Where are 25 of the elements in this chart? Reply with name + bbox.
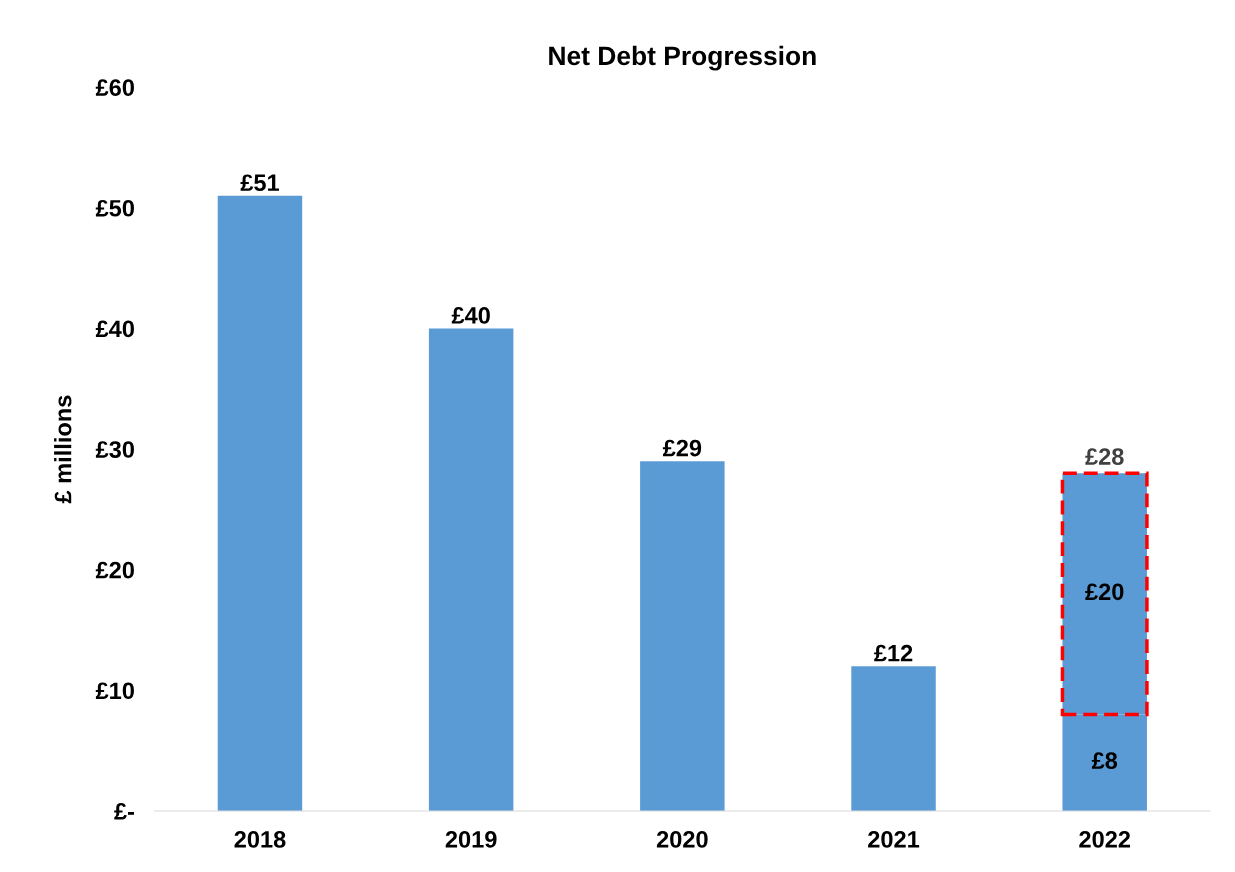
data-label: £51: [240, 174, 280, 192]
y-tick-label: £30: [95, 441, 134, 458]
bar: [217, 195, 303, 811]
x-tick-label: 2019: [445, 831, 497, 848]
bar: [640, 461, 725, 811]
data-label: £20: [1085, 583, 1124, 601]
bar: [851, 666, 936, 811]
y-tick-label: £-: [114, 803, 134, 820]
x-tick-label: 2018: [234, 831, 286, 848]
total-label: £28: [1085, 448, 1124, 465]
x-tick-label: 2021: [868, 831, 920, 848]
y-tick-label: £40: [95, 320, 134, 338]
chart-title: Net Debt Progression: [549, 45, 816, 71]
x-tick-label: 2020: [656, 831, 708, 848]
y-tick-label: £20: [95, 561, 134, 579]
x-tick-label: 2022: [1079, 831, 1131, 848]
data-label: £8: [1091, 752, 1118, 770]
y-tick-label: £50: [95, 199, 134, 217]
y-axis-title: £ millions: [54, 395, 72, 504]
data-label: £29: [662, 439, 702, 457]
y-tick-label: £60: [95, 79, 134, 96]
data-label: £40: [451, 307, 490, 324]
data-label: £12: [874, 644, 913, 662]
y-tick-label: £10: [95, 682, 134, 700]
bar: [428, 328, 514, 811]
